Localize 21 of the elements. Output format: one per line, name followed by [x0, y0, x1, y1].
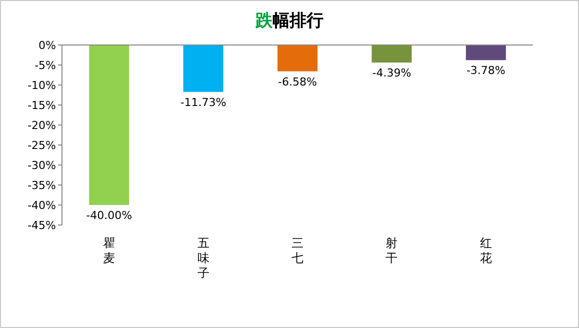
- x-tick-label: 射干: [386, 236, 398, 265]
- data-label: -3.78%: [466, 64, 506, 78]
- y-tick-label: -10%: [28, 79, 56, 92]
- data-label: -6.58%: [278, 75, 317, 88]
- y-tick-label: -25%: [28, 139, 56, 152]
- data-label: -11.73%: [180, 96, 226, 109]
- x-tick-label: 五味子: [197, 236, 210, 280]
- x-tick-label: 瞿麦: [103, 236, 116, 265]
- y-tick-label: -35%: [28, 179, 56, 192]
- data-label: -40.00%: [86, 209, 132, 222]
- y-tick-label: -15%: [28, 99, 56, 112]
- x-tick-label: 红花: [480, 236, 492, 265]
- data-label: -4.39%: [372, 66, 412, 80]
- y-tick-label: -5%: [34, 59, 56, 72]
- y-tick-label: -20%: [28, 119, 56, 132]
- y-tick-label: -45%: [28, 219, 56, 232]
- x-tick-label: 三七: [292, 236, 304, 265]
- chart-title: 跌幅排行: [254, 11, 324, 31]
- y-tick-label: 0%: [38, 39, 56, 52]
- y-tick-label: -40%: [28, 199, 56, 212]
- y-tick-label: -30%: [28, 159, 56, 172]
